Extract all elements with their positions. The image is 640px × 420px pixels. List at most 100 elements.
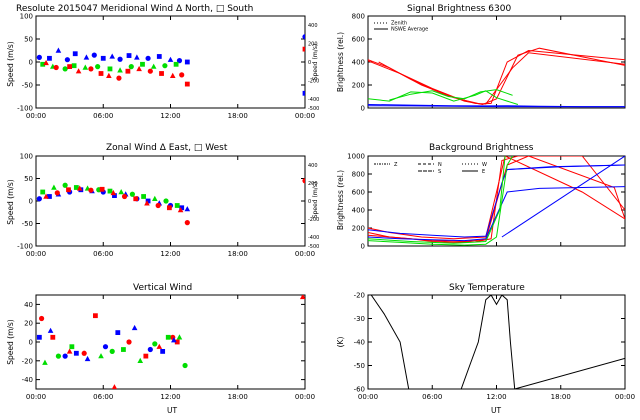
data-point [111, 384, 118, 389]
data-point [107, 66, 113, 72]
data-point [112, 193, 117, 198]
y2-tick-label: -500 [308, 106, 319, 112]
y2-tick-label: 200 [308, 42, 318, 48]
data-point [174, 203, 180, 208]
data-point [47, 194, 52, 199]
data-point [51, 184, 57, 190]
zonal-wind-y2label: Speed (m/s) [312, 182, 319, 218]
data-point [302, 46, 305, 52]
data-point [73, 185, 79, 190]
data-point [163, 198, 169, 204]
legend-item: S [438, 169, 441, 175]
data-point [184, 81, 190, 87]
series-line [368, 90, 519, 105]
plot-area [36, 34, 305, 96]
data-point [182, 362, 188, 369]
data-point [184, 206, 191, 212]
y-tick-label: 40 [24, 301, 33, 309]
series-line [389, 89, 513, 101]
data-point [165, 334, 171, 340]
data-point [73, 350, 79, 356]
data-point [64, 57, 70, 63]
data-point [171, 337, 177, 343]
series-line [368, 47, 625, 106]
y-tick-label: -50 [354, 362, 365, 370]
x-tick-label: 00:00 [295, 393, 315, 401]
x-tick-label: 00:00 [26, 112, 46, 120]
x-tick-label: 06:00 [422, 393, 442, 401]
data-point [129, 191, 135, 197]
x-tick-label: 18:00 [228, 112, 248, 120]
data-point [141, 194, 146, 199]
data-point [144, 200, 150, 206]
y2-tick-label: 400 [308, 23, 318, 29]
series-line [501, 156, 625, 238]
y-tick-label: 0 [361, 105, 365, 113]
data-point [109, 53, 116, 59]
y2-tick-label: -400 [308, 235, 319, 241]
y-tick-label: -30 [354, 315, 365, 323]
plot-area [368, 47, 625, 108]
data-point [117, 67, 123, 73]
y-tick-label: -20 [22, 357, 33, 365]
y-tick-label: 400 [352, 207, 365, 215]
data-point [302, 90, 305, 96]
data-point [54, 190, 60, 196]
data-point [83, 54, 90, 60]
data-point [147, 346, 153, 353]
data-point [150, 63, 157, 69]
data-point [136, 65, 142, 72]
data-point [126, 339, 132, 345]
series-line [368, 105, 625, 108]
y-tick-label: 0 [29, 59, 33, 67]
x-tick-label: 06:00 [93, 393, 113, 401]
data-point [36, 196, 42, 202]
y-tick-label: 0 [361, 243, 365, 251]
data-point [50, 334, 56, 340]
y-tick-label: 0 [29, 339, 33, 347]
data-point [302, 178, 305, 184]
y2-tick-label: -200 [308, 78, 319, 84]
data-point [179, 72, 185, 78]
data-point [72, 51, 78, 57]
plot-frame [35, 294, 306, 390]
y-tick-label: -100 [17, 243, 33, 251]
x-tick-label: 06:00 [93, 112, 113, 120]
data-point [110, 189, 117, 196]
data-point [102, 344, 109, 350]
y-tick-label: 200 [352, 225, 365, 233]
zonal-wind-ylabel: Speed (m/s) [6, 179, 15, 225]
x-tick-label: 06:00 [93, 250, 113, 258]
x-tick-label: 00:00 [295, 112, 315, 120]
series-line [460, 295, 516, 389]
y2-tick-label: -500 [308, 244, 319, 250]
data-point [177, 207, 184, 213]
y-tick-label: -50 [22, 82, 33, 90]
sky-temperature-title: Sky Temperature [449, 283, 525, 293]
data-point [82, 64, 89, 70]
x-tick-label: 00:00 [358, 393, 378, 401]
plot-frame [35, 155, 306, 247]
x-tick-label: 00:00 [615, 393, 635, 401]
data-point [40, 189, 46, 195]
data-point [55, 47, 62, 53]
data-point [53, 64, 59, 71]
data-point [118, 189, 124, 195]
data-point [299, 295, 305, 300]
y-tick-label: 20 [24, 320, 33, 328]
data-point [115, 330, 121, 335]
vertical-wind-ylabel: Speed (m/s) [6, 319, 15, 365]
legend-item: Zenith [391, 21, 407, 27]
data-point [88, 66, 94, 72]
data-point [166, 205, 172, 211]
data-point [156, 343, 163, 349]
data-point [131, 324, 138, 331]
data-point [145, 55, 151, 61]
data-point [117, 56, 123, 62]
data-point [81, 350, 87, 356]
data-point [100, 55, 106, 61]
data-point [160, 349, 166, 354]
data-point [134, 54, 140, 60]
data-point [169, 72, 176, 78]
